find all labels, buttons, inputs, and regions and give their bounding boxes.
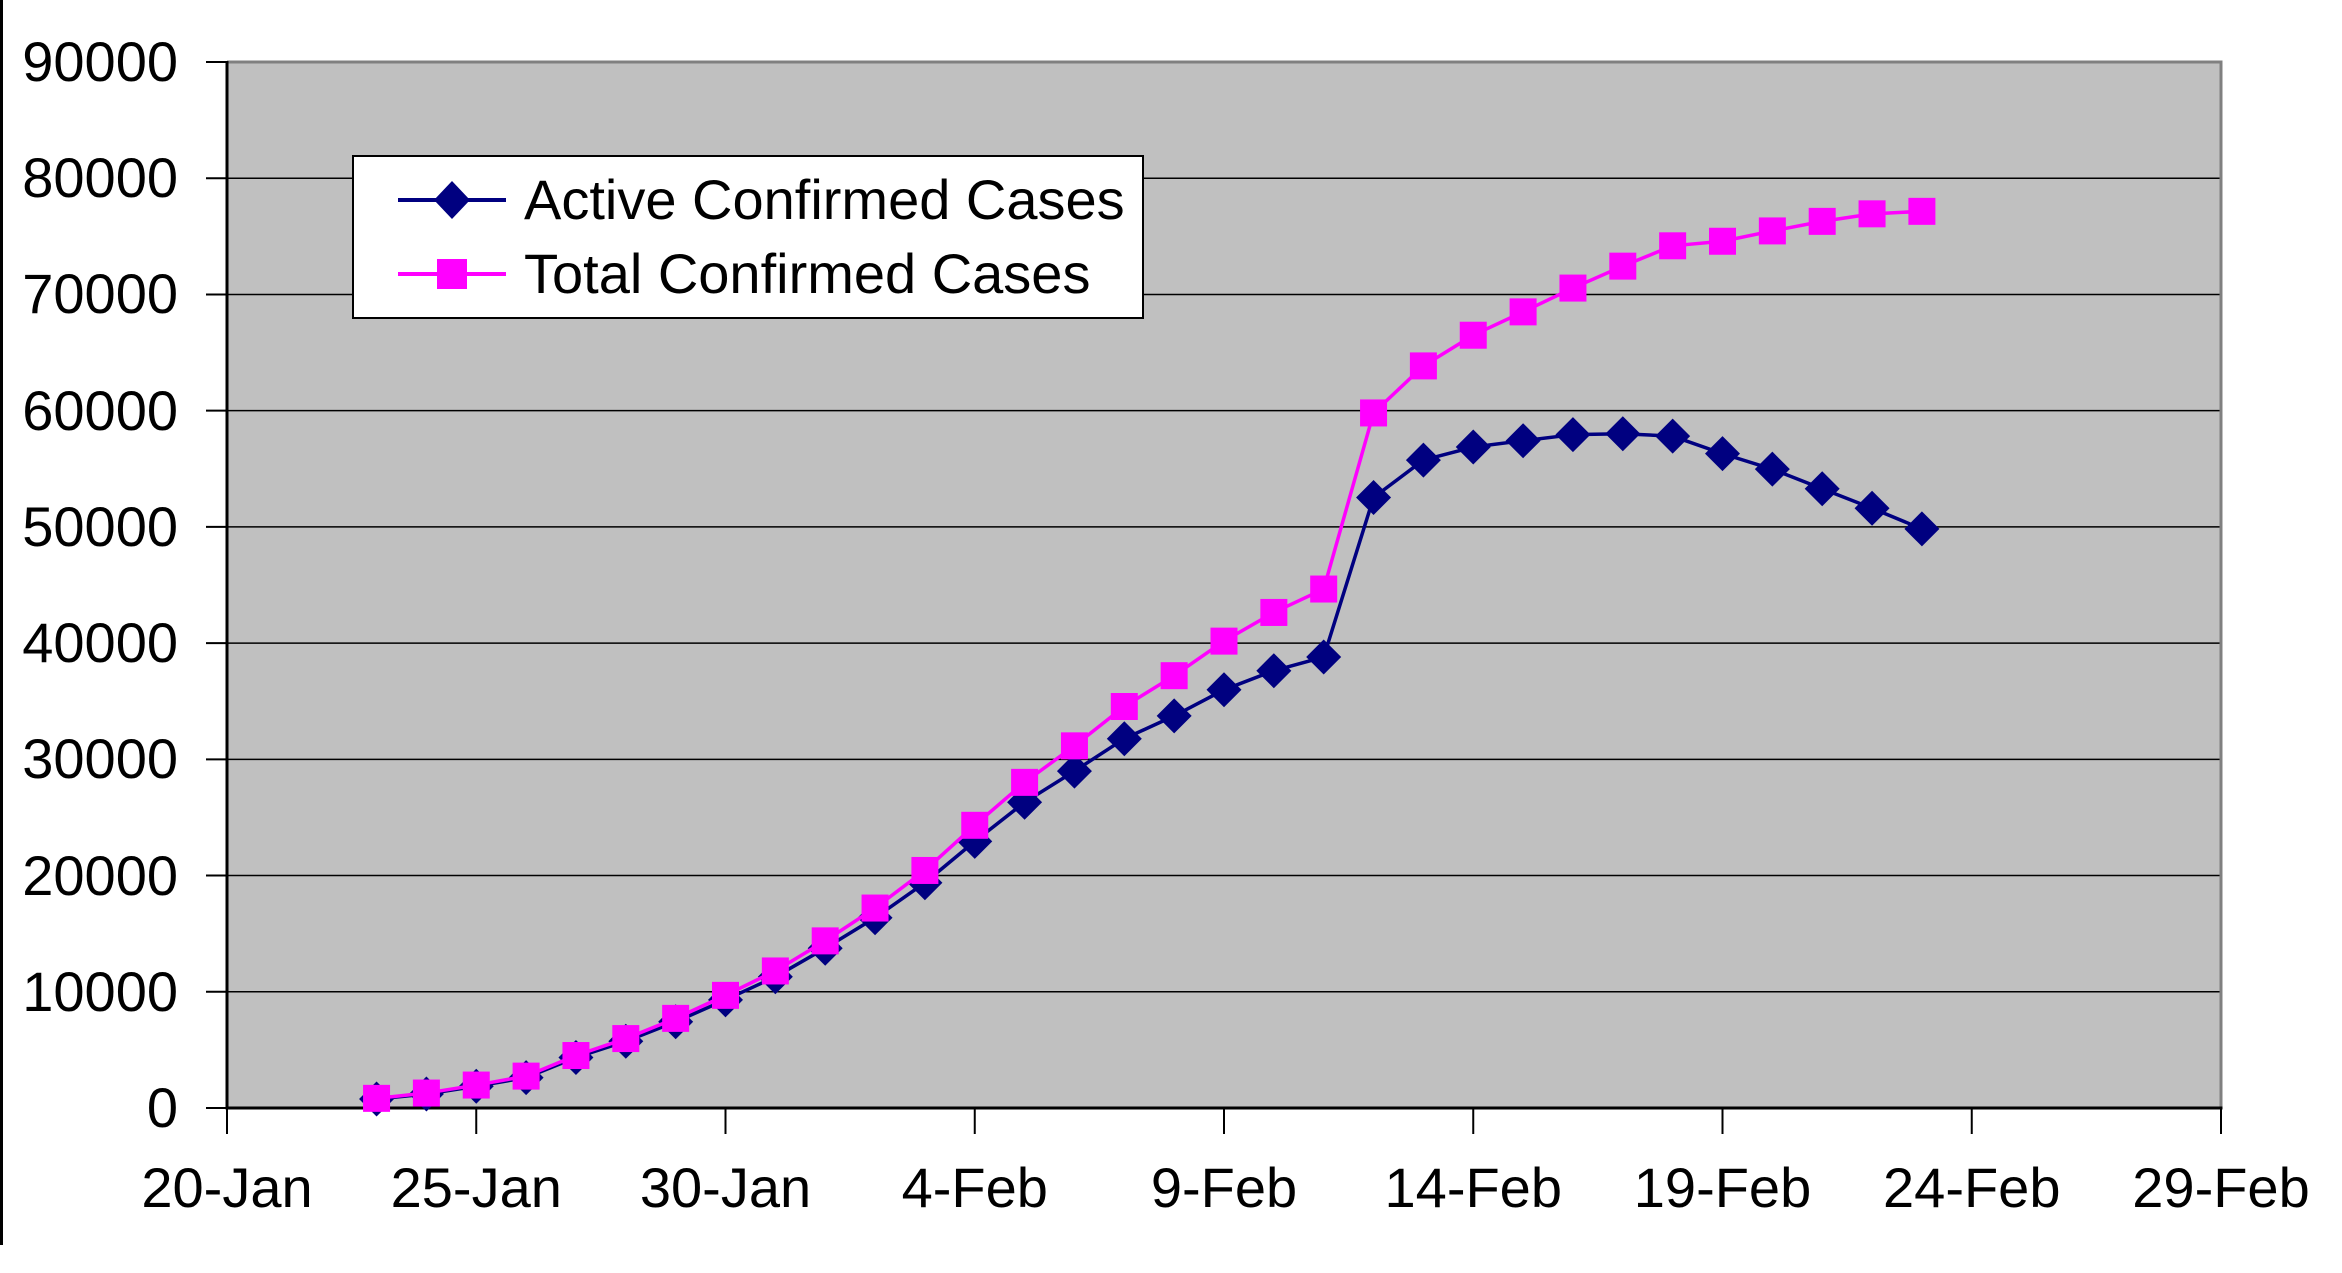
legend-label-total-cases: Total Confirmed Cases <box>524 242 1091 306</box>
x-axis-tick-label: 20-Jan <box>141 1156 313 1219</box>
marker-square <box>412 1079 440 1107</box>
marker-diamond <box>1605 416 1641 452</box>
total-series-square-icon <box>398 259 506 290</box>
x-axis-tick-label: 29-Feb <box>2132 1156 2310 1219</box>
y-axis-tick-label: 20000 <box>22 843 178 907</box>
x-axis-tick-label: 25-Jan <box>390 1156 562 1219</box>
y-axis-tick-label: 90000 <box>22 30 178 93</box>
marker-diamond <box>1655 418 1691 454</box>
y-axis-tick-label: 40000 <box>22 611 178 675</box>
marker-square <box>761 957 789 985</box>
y-axis-tick-label: 60000 <box>22 378 178 442</box>
y-axis-tick-label: 50000 <box>22 494 178 558</box>
marker-diamond <box>1754 451 1790 487</box>
x-axis-tick-label: 24-Feb <box>1883 1156 2061 1219</box>
legend-item-total-cases: Total Confirmed Cases <box>354 242 1142 306</box>
y-axis-tick-label: 0 <box>146 1076 178 1139</box>
x-axis-tick-label: 30-Jan <box>639 1156 812 1219</box>
marker-square <box>1260 598 1288 626</box>
marker-square <box>1509 298 1537 326</box>
y-axis-tick-label: 70000 <box>22 262 178 326</box>
marker-square <box>1758 217 1786 245</box>
marker-square <box>1160 662 1188 690</box>
marker-square <box>1908 197 1936 225</box>
marker-square <box>1110 692 1138 720</box>
marker-square <box>1709 227 1736 255</box>
marker-square <box>662 1004 690 1032</box>
marker-square <box>363 1084 391 1112</box>
marker-diamond <box>1904 511 1940 547</box>
marker-square <box>1559 274 1587 302</box>
marker-square <box>1210 627 1238 655</box>
marker-square <box>1310 575 1338 603</box>
x-axis-tick-label: 9-Feb <box>1150 1156 1298 1219</box>
marker-diamond <box>1156 698 1192 734</box>
marker-diamond <box>1056 753 1092 789</box>
marker-diamond <box>1405 442 1441 478</box>
marker-diamond <box>1804 471 1840 507</box>
marker-square <box>462 1071 490 1099</box>
marker-square <box>1409 352 1437 380</box>
legend: Active Confirmed Cases Total Confirmed C… <box>352 155 1144 319</box>
marker-square <box>911 856 939 884</box>
marker-square <box>961 811 989 839</box>
marker-square <box>712 981 739 1009</box>
marker-square <box>1360 399 1388 427</box>
marker-diamond <box>1555 417 1591 453</box>
x-axis-tick-label: 19-Feb <box>1633 1156 1812 1219</box>
marker-square <box>612 1025 640 1053</box>
marker-diamond <box>1256 653 1292 689</box>
marker-square <box>1459 321 1487 349</box>
marker-diamond <box>1206 672 1242 708</box>
marker-square <box>1659 232 1687 260</box>
y-axis-tick-label: 10000 <box>22 959 178 1023</box>
x-axis-tick-label: 4-Feb <box>901 1156 1048 1219</box>
marker-diamond <box>1306 639 1342 675</box>
marker-square <box>562 1042 590 1070</box>
marker-diamond <box>1505 423 1541 459</box>
legend-label-active-cases: Active Confirmed Cases <box>524 167 1125 231</box>
x-axis-tick-label: 14-Feb <box>1384 1156 1562 1219</box>
marker-diamond <box>1854 490 1890 526</box>
marker-square <box>1808 207 1836 235</box>
legend-item-active-cases: Active Confirmed Cases <box>354 168 1142 232</box>
marker-square <box>1060 732 1088 760</box>
marker-diamond <box>1356 480 1392 516</box>
marker-square <box>811 927 839 955</box>
active-series-diamond-icon <box>398 180 506 219</box>
y-axis-tick-label: 80000 <box>22 146 178 210</box>
screenshot-left-border <box>0 0 3 1245</box>
marker-diamond <box>1705 436 1740 472</box>
marker-square <box>1609 252 1637 280</box>
marker-diamond <box>1106 721 1142 757</box>
marker-diamond <box>1455 429 1491 465</box>
marker-square <box>512 1062 540 1090</box>
marker-square <box>861 894 889 922</box>
y-axis-tick-label: 30000 <box>22 727 178 791</box>
marker-square <box>1011 768 1039 796</box>
marker-square <box>1858 200 1886 228</box>
